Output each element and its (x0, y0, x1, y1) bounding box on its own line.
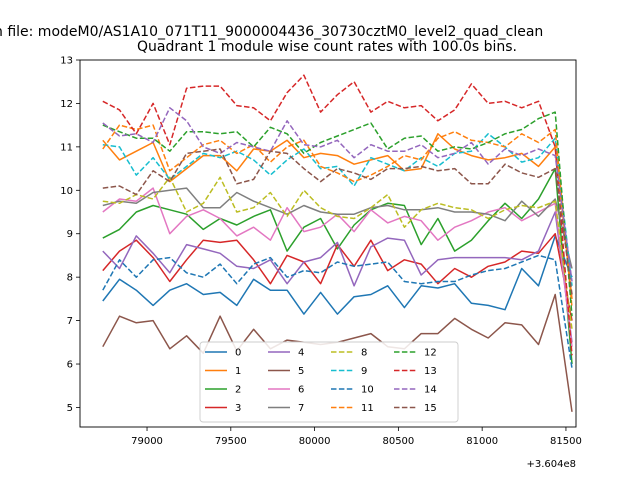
legend-label: 0 (235, 348, 241, 359)
legend-label: 13 (424, 366, 437, 377)
y-tick-label: 9 (67, 229, 73, 240)
series-line-13 (102, 74, 573, 356)
legend-label: 15 (424, 403, 437, 414)
legend-box (199, 341, 459, 423)
legend-label: 12 (424, 348, 437, 359)
series-line-15 (102, 148, 573, 295)
y-tick-label: 5 (67, 403, 73, 414)
series-line-14 (102, 107, 573, 282)
legend-label: 7 (298, 403, 304, 414)
y-tick-label: 10 (60, 186, 73, 197)
y-tick-label: 6 (67, 360, 73, 371)
series-line-0 (102, 235, 573, 315)
series-line-9 (102, 133, 573, 286)
y-tick-label: 12 (60, 99, 73, 110)
y-tick-label: 7 (67, 316, 73, 327)
y-tick-label: 13 (60, 56, 73, 67)
x-offset-label: +3.604e8 (526, 459, 576, 470)
legend-label: 9 (361, 366, 367, 377)
legend-label: 4 (298, 348, 304, 359)
legend-label: 1 (235, 366, 241, 377)
legend-label: 5 (298, 366, 304, 377)
figure-suptitle: n file: modeM0/AS1A10_071T11_9000004436_… (0, 24, 543, 40)
legend-label: 10 (361, 385, 374, 396)
legend-label: 8 (361, 348, 367, 359)
axes-layer: 79000 79500 80000 80500 81000 815005678910111… (60, 56, 582, 448)
y-tick-label: 11 (60, 142, 73, 153)
x-tick-label: 79000 (131, 436, 163, 447)
x-tick-label: 81000 (466, 436, 498, 447)
series-line-4 (102, 211, 573, 343)
series-line-8 (102, 176, 573, 330)
x-tick-label: 79500 (215, 436, 247, 447)
y-tick-label: 8 (67, 273, 73, 284)
series-layer (102, 74, 573, 412)
legend-label: 2 (235, 385, 241, 396)
x-tick-label: 80500 (382, 436, 414, 447)
legend-label: 14 (424, 385, 437, 396)
x-tick-label: 81500 (550, 436, 582, 447)
legend-label: 3 (235, 403, 241, 414)
axes-frame (79, 59, 577, 428)
series-line-12 (102, 111, 573, 317)
x-tick-label: 80000 (299, 436, 331, 447)
chart-title: Quadrant 1 module wise count rates with … (137, 39, 517, 55)
series-line-10 (102, 254, 573, 369)
legend-label: 11 (361, 403, 374, 414)
legend-label: 6 (298, 385, 304, 396)
